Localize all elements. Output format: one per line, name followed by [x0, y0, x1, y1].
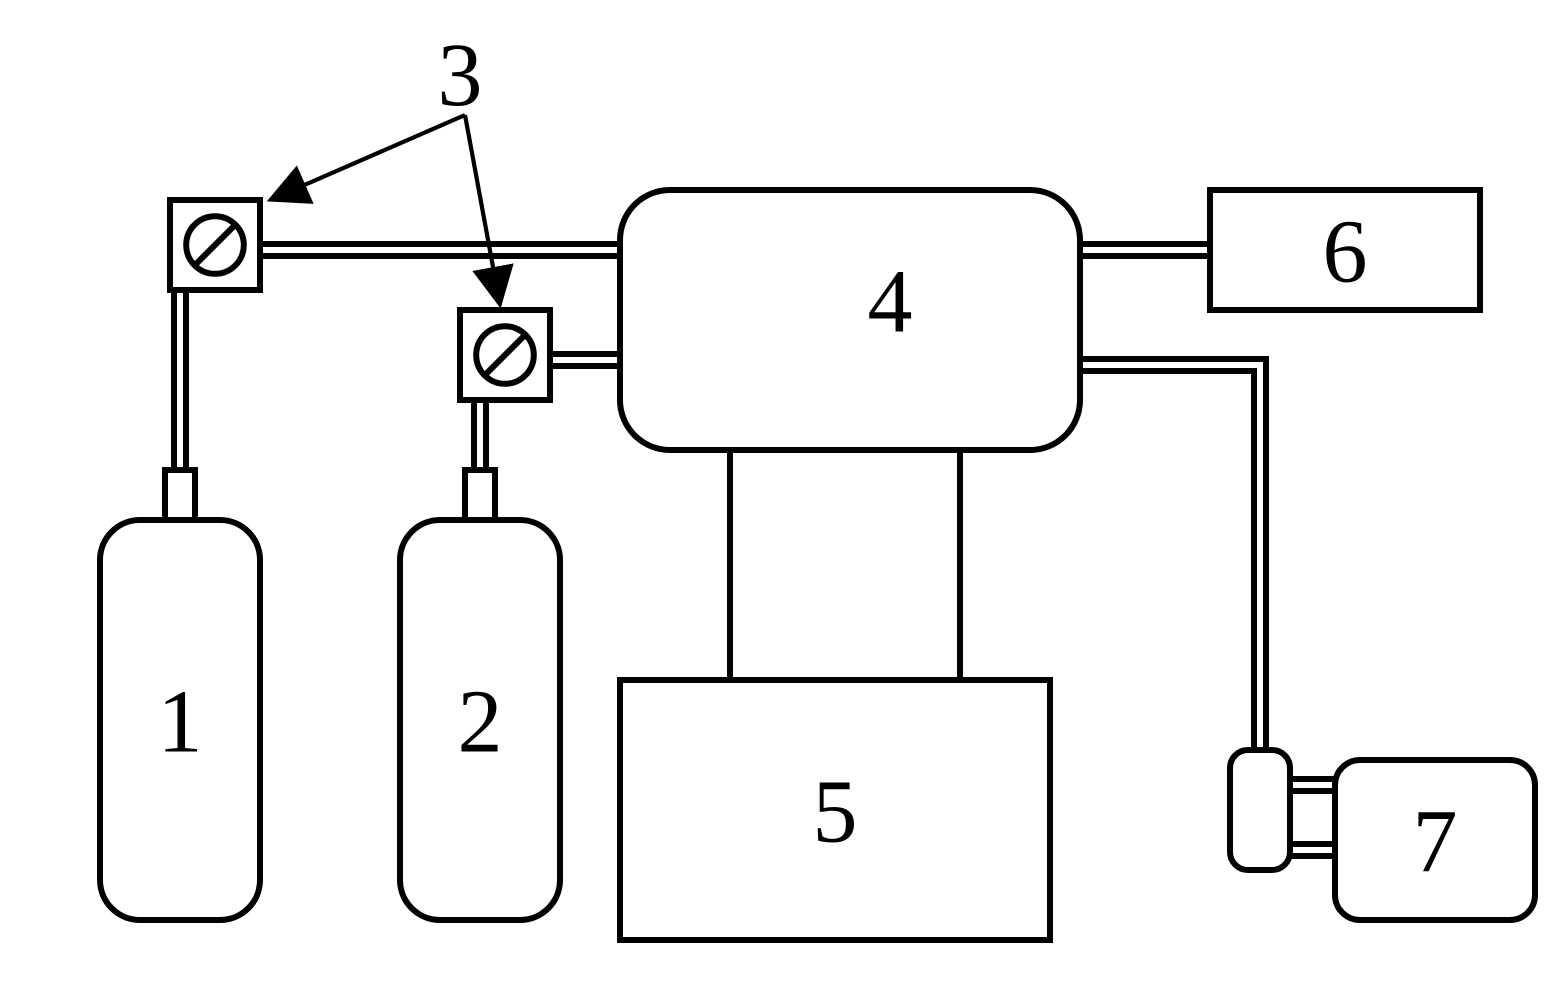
box: [1230, 750, 1290, 870]
node-label: 1: [158, 673, 203, 772]
diagram-root: 1 2 4 5 6 7 3: [0, 0, 1549, 1000]
free-label: 3: [438, 26, 483, 125]
node-label: 4: [868, 253, 913, 352]
gas-cylinder: 1: [100, 470, 260, 920]
flow-valve: [170, 200, 260, 290]
flow-valve: [460, 310, 550, 400]
gas-cylinder: 2: [400, 470, 560, 920]
box: 6: [1210, 190, 1480, 310]
box: 4: [620, 190, 1080, 450]
schematic-svg: 1 2 4 5 6 7 3: [0, 0, 1549, 1000]
node-label: 7: [1413, 793, 1458, 892]
box: 5: [620, 680, 1050, 940]
node-label: 6: [1323, 203, 1368, 302]
node-label: 5: [813, 763, 858, 862]
box: 7: [1335, 760, 1535, 920]
node-label: 2: [458, 673, 503, 772]
